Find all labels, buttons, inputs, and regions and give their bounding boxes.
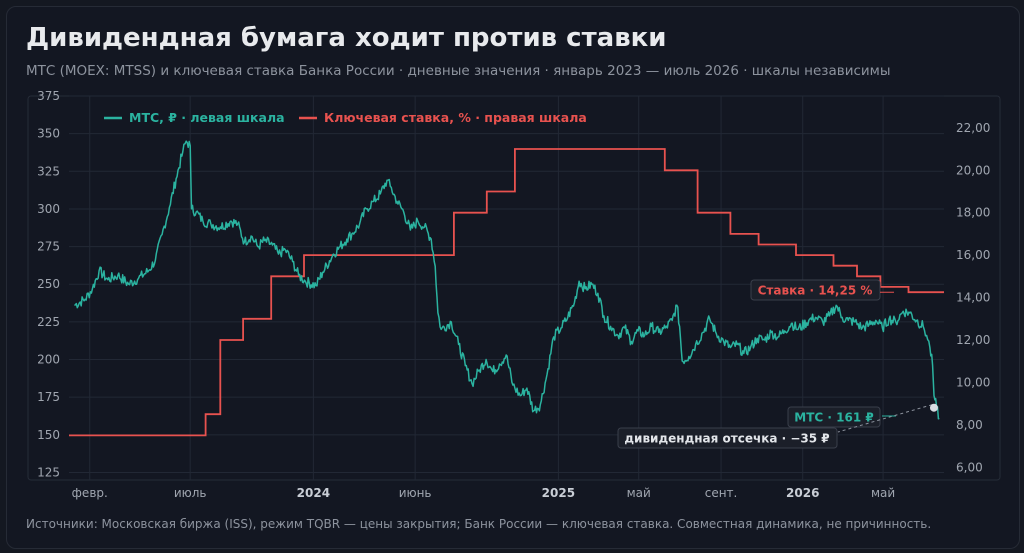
x-tick-label: май — [627, 486, 651, 500]
dividend-marker — [929, 403, 938, 412]
x-tick-label: май — [871, 486, 895, 500]
dividend-label: дивидендная отсечка · −35 ₽ — [624, 432, 829, 446]
rate-series — [69, 148, 944, 437]
y-left-tick-label: 225 — [37, 315, 60, 329]
y-left-tick-label: 375 — [37, 89, 60, 103]
y-left-tick-label: 350 — [37, 127, 60, 141]
y-left-tick-label: 125 — [37, 465, 60, 479]
y-right-tick-label: 12,00 — [956, 333, 990, 347]
x-tick-label: сент. — [705, 486, 738, 500]
y-right-tick-label: 8,00 — [956, 418, 983, 432]
x-tick-label: июль — [174, 486, 207, 500]
dividend-label-box — [617, 427, 838, 449]
rate-label: Ставка · 14,25 % — [758, 284, 873, 298]
y-right-tick-label: 14,00 — [956, 291, 990, 305]
mts-line — [74, 140, 940, 420]
rate-line — [69, 148, 944, 437]
mts-label: МТС · 161 ₽ — [794, 411, 873, 425]
y-right-tick-label: 22,00 — [956, 121, 990, 135]
chart-title: Дивидендная бумага ходит против ставки — [26, 23, 667, 53]
y-right-tick-label: 6,00 — [956, 460, 983, 474]
source-note: Источники: Московская биржа (ISS), режим… — [26, 517, 932, 531]
y-right-tick-label: 18,00 — [956, 206, 990, 220]
y-right-tick-label: 10,00 — [956, 375, 990, 389]
annotations: Ставка · 14,25 % МТС · 161 ₽ дивидендная о… — [617, 279, 938, 449]
x-tick-label: 2026 — [786, 486, 819, 500]
chart-subtitle: МТС (MOEX: MTSS) и ключевая ставка Банка… — [26, 63, 891, 79]
y-left-tick-label: 150 — [37, 428, 60, 442]
legend-label-mts: МТС, ₽ · левая шкала — [129, 110, 285, 125]
x-tick-label: 2024 — [297, 486, 330, 500]
legend: МТС, ₽ · левая шкала Ключевая ставка, % ·… — [104, 110, 587, 125]
x-tick-label: 2025 — [542, 486, 575, 500]
y-left-tick-label: 250 — [37, 277, 60, 291]
mts-series — [74, 140, 940, 420]
y-left-tick-label: 200 — [37, 353, 60, 367]
mts-label-box — [787, 406, 881, 428]
y-right-tick-label: 16,00 — [956, 248, 990, 262]
axes: 125 150 175 200 225 250 275 300 325 350 375 6,00 8,0… — [37, 89, 990, 500]
rate-label-box — [750, 279, 881, 301]
dividend-leader — [837, 404, 933, 433]
x-tick-label: июнь — [399, 486, 432, 500]
y-left-tick-label: 275 — [37, 240, 60, 254]
y-right-tick-label: 20,00 — [956, 163, 990, 177]
y-left-tick-label: 300 — [37, 202, 60, 216]
y-left-tick-label: 325 — [37, 164, 60, 178]
y-left-tick-label: 175 — [37, 390, 60, 404]
legend-label-rate: Ключевая ставка, % · правая шкала — [324, 110, 587, 125]
x-tick-label: февр. — [72, 486, 108, 500]
